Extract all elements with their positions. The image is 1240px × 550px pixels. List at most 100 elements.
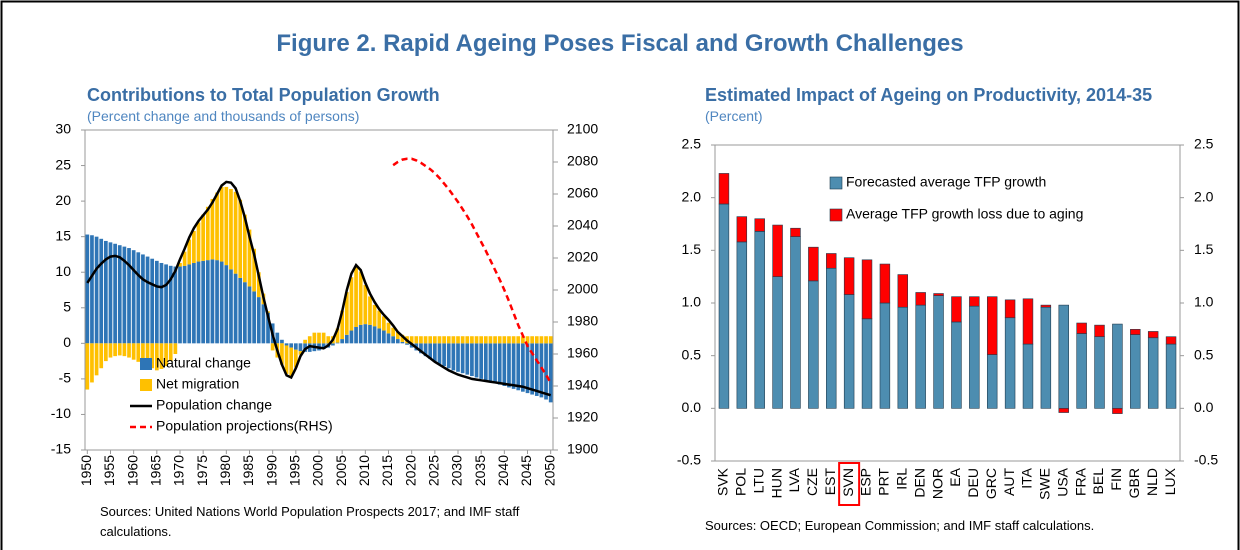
- bar: [525, 336, 530, 344]
- bar: [474, 336, 479, 344]
- x-tick-label: EA: [947, 467, 963, 486]
- line: [392, 157, 552, 384]
- bar: [243, 282, 247, 344]
- y-tick-label: 10: [55, 263, 71, 279]
- bar: [423, 343, 428, 357]
- bar: [113, 243, 117, 344]
- bar: [451, 336, 456, 344]
- y-tick-label: -10: [51, 405, 71, 421]
- bar: [215, 260, 219, 344]
- bar: [986, 354, 998, 409]
- bar: [178, 262, 182, 267]
- bar: [354, 326, 358, 344]
- x-tick-label: 2035: [472, 455, 488, 486]
- bar: [437, 343, 442, 364]
- x-tick-label: NOR: [929, 468, 945, 499]
- bar: [215, 192, 219, 261]
- x-tick-label: 1955: [101, 455, 117, 486]
- legend-label: Natural change: [156, 355, 251, 371]
- bar: [409, 336, 414, 344]
- bar: [141, 254, 145, 344]
- chart-subtitle: (Percent change and thousands of persons…: [87, 108, 360, 124]
- bar: [261, 304, 266, 344]
- bar: [164, 264, 168, 344]
- y-tick-label: 5: [63, 298, 71, 314]
- x-tick-label: SWE: [1037, 468, 1053, 500]
- legend-swatch: [829, 176, 843, 190]
- bar: [368, 296, 372, 325]
- bar: [502, 343, 507, 386]
- bar: [428, 336, 433, 344]
- bar: [377, 328, 382, 344]
- bar: [736, 216, 748, 243]
- bar: [103, 240, 108, 344]
- bar: [843, 257, 855, 295]
- bar: [99, 238, 104, 344]
- x-tick-label: IRL: [893, 468, 909, 490]
- x-tick-label: 2015: [379, 455, 395, 486]
- bar: [400, 334, 405, 342]
- bar: [344, 334, 349, 344]
- bar: [256, 297, 261, 344]
- bar: [298, 351, 303, 355]
- bar: [548, 336, 553, 344]
- bar: [205, 260, 210, 344]
- bar: [861, 259, 873, 320]
- bar: [252, 291, 256, 344]
- bar: [539, 336, 544, 344]
- bar: [229, 269, 233, 344]
- bar: [90, 235, 94, 344]
- y-tick-label: 0.5: [1194, 346, 1214, 362]
- bar: [386, 333, 391, 344]
- y-tick-label: 2.0: [1194, 188, 1214, 204]
- bar: [736, 241, 748, 409]
- bar: [1076, 333, 1087, 409]
- bar: [534, 343, 539, 396]
- bar: [986, 296, 998, 355]
- bar: [201, 214, 206, 261]
- bar: [136, 252, 141, 344]
- bar: [196, 222, 201, 262]
- bar: [182, 251, 187, 266]
- bar: [432, 336, 437, 344]
- bar: [1004, 299, 1016, 319]
- bar: [247, 229, 252, 287]
- bar: [1165, 343, 1177, 409]
- legend-label: Population projections(RHS): [156, 418, 333, 434]
- bar: [168, 343, 173, 362]
- bar: [897, 274, 909, 308]
- bar: [182, 265, 187, 344]
- bar: [516, 336, 521, 344]
- bar: [1040, 304, 1052, 308]
- bar: [317, 332, 321, 344]
- bar: [168, 265, 173, 344]
- legend-swatch: [829, 208, 843, 222]
- bar: [173, 266, 178, 344]
- bar: [808, 246, 819, 282]
- bar: [474, 343, 479, 378]
- x-tick-label: 2005: [333, 455, 349, 486]
- x-tick-label: 2010: [356, 455, 372, 486]
- y-tick-label: 25: [55, 156, 71, 172]
- y2-tick-label: 2020: [567, 249, 598, 265]
- bar: [400, 341, 405, 344]
- bar: [395, 339, 400, 344]
- bar: [969, 305, 980, 409]
- bar: [122, 343, 127, 357]
- bar: [150, 343, 155, 369]
- bar: [233, 273, 238, 344]
- x-tick-label: LTU: [750, 468, 766, 493]
- x-tick-label: DEN: [911, 468, 927, 498]
- bar: [1130, 329, 1141, 335]
- bar: [534, 336, 539, 344]
- y-tick-label: -0.5: [1194, 452, 1218, 468]
- bar: [117, 245, 122, 344]
- bar: [85, 234, 90, 344]
- bar: [548, 343, 553, 403]
- bar: [312, 332, 317, 344]
- x-tick-label: 2045: [518, 455, 534, 486]
- y2-tick-label: 1980: [567, 313, 598, 329]
- bar: [915, 292, 926, 306]
